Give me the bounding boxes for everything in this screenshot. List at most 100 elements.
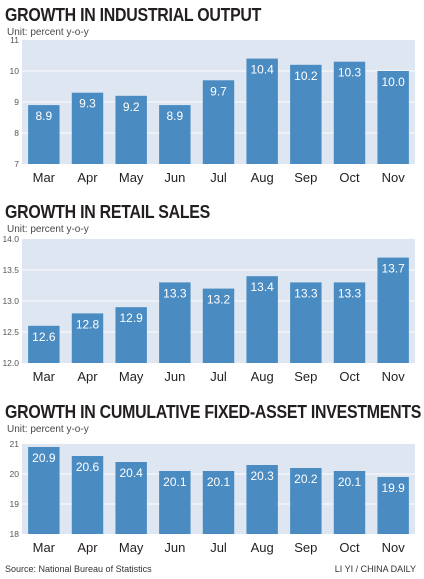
x-tick-label: Aug	[251, 369, 274, 384]
x-tick-label: Nov	[382, 369, 406, 384]
data-label: 20.2	[294, 472, 318, 486]
bar	[159, 105, 191, 164]
data-label: 13.7	[381, 262, 405, 276]
bar	[202, 288, 235, 363]
x-tick-label: Apr	[77, 540, 98, 555]
data-label: 13.2	[207, 293, 231, 307]
x-tick-label: Mar	[33, 369, 56, 384]
chart-plot: 7 8 9 10 11 8.9 Mar 9.3 Apr 9.2 May 8.9 Jun 9.7 Jul 10.…	[10, 35, 415, 185]
bar	[290, 64, 322, 164]
bar	[202, 471, 235, 534]
bar	[333, 471, 366, 534]
data-label: 9.2	[123, 100, 140, 114]
y-tick-label: 21	[10, 439, 20, 449]
y-tick-label: 20	[10, 469, 20, 479]
source-note: Source: National Bureau of Statistics	[5, 564, 152, 574]
bar	[246, 58, 278, 164]
chart-industrial-output: GROWTH IN INDUSTRIAL OUTPUT Unit: percen…	[0, 4, 424, 194]
bar	[290, 282, 322, 363]
x-tick-label: Mar	[33, 170, 56, 185]
chart-retail-sales: GROWTH IN RETAIL SALES Unit: percent y-o…	[0, 201, 424, 391]
y-tick-label: 8	[14, 128, 19, 138]
y-tick-label: 10	[10, 66, 20, 76]
data-label: 13.4	[250, 280, 274, 294]
data-label: 8.9	[35, 109, 52, 123]
data-label: 13.3	[163, 286, 187, 300]
x-tick-label: Nov	[382, 540, 406, 555]
bar	[333, 61, 366, 165]
x-tick-label: Aug	[251, 540, 274, 555]
chart-plot: 18 19 20 21 20.9 Mar 20.6 Apr 20.4 May 20.1 Jun 20.1…	[10, 439, 415, 555]
data-label: 12.9	[119, 311, 143, 325]
x-tick-label: May	[119, 170, 144, 185]
y-tick-label: 19	[10, 499, 20, 509]
bar	[246, 276, 278, 363]
x-tick-label: Oct	[339, 369, 360, 384]
y-tick-label: 14.0	[2, 234, 19, 244]
x-tick-label: Aug	[251, 170, 274, 185]
credit-note: LI YI / CHINA DAILY	[334, 564, 416, 574]
bar	[71, 456, 104, 534]
bar	[246, 465, 278, 534]
x-tick-label: May	[119, 540, 144, 555]
x-tick-label: Jul	[210, 540, 227, 555]
chart-unit: Unit: percent y-o-y	[7, 224, 89, 235]
x-tick-label: Sep	[294, 369, 317, 384]
bar	[290, 468, 322, 534]
data-label: 20.4	[119, 466, 143, 480]
bar	[28, 105, 60, 164]
y-tick-label: 13.5	[2, 265, 19, 275]
x-tick-label: Apr	[77, 369, 98, 384]
y-tick-label: 13.0	[2, 296, 19, 306]
data-label: 12.6	[32, 330, 56, 344]
bar	[115, 307, 147, 363]
chart-unit: Unit: percent y-o-y	[7, 424, 89, 435]
data-label: 20.3	[250, 469, 274, 483]
x-tick-label: Jul	[210, 369, 227, 384]
y-tick-label: 9	[14, 97, 19, 107]
chart-unit: Unit: percent y-o-y	[7, 27, 89, 38]
bar	[71, 313, 104, 363]
data-label: 20.9	[32, 451, 56, 465]
bar	[377, 477, 409, 534]
y-tick-label: 7	[14, 159, 19, 169]
bar	[28, 447, 60, 534]
x-tick-label: Oct	[339, 170, 360, 185]
data-label: 20.1	[207, 475, 231, 489]
data-label: 13.3	[294, 286, 318, 300]
chart-title: GROWTH IN RETAIL SALES	[5, 201, 210, 222]
chart-title: GROWTH IN CUMULATIVE FIXED-ASSET INVESTM…	[5, 401, 422, 422]
bar	[115, 95, 147, 164]
x-tick-label: Mar	[33, 540, 56, 555]
data-label: 13.3	[338, 286, 362, 300]
data-label: 10.0	[381, 75, 405, 89]
x-tick-label: Jun	[164, 540, 185, 555]
x-tick-label: Jul	[210, 170, 227, 185]
data-label: 9.7	[210, 84, 227, 98]
x-tick-label: Sep	[294, 540, 317, 555]
data-label: 10.3	[338, 66, 362, 80]
data-label: 10.2	[294, 69, 318, 83]
x-tick-label: Oct	[339, 540, 360, 555]
bar	[333, 282, 366, 363]
x-tick-label: Sep	[294, 170, 317, 185]
x-tick-label: Jun	[164, 170, 185, 185]
data-label: 19.9	[381, 481, 405, 495]
bar	[71, 92, 104, 164]
chart-plot: 12.0 12.5 13.0 13.5 14.0 12.6 Mar 12.8 Apr 12.9 Ma…	[2, 234, 415, 384]
bar	[159, 282, 191, 363]
bar	[377, 257, 409, 363]
x-tick-label: Apr	[77, 170, 98, 185]
bar	[377, 71, 409, 164]
x-tick-label: Jun	[164, 369, 185, 384]
data-label: 9.3	[79, 97, 96, 111]
data-label: 20.1	[163, 475, 187, 489]
data-label: 20.1	[338, 475, 362, 489]
bar	[159, 471, 191, 534]
data-label: 10.4	[250, 63, 274, 77]
y-tick-label: 12.0	[2, 358, 19, 368]
bar	[202, 80, 235, 164]
x-tick-label: Nov	[382, 170, 406, 185]
chart-title: GROWTH IN INDUSTRIAL OUTPUT	[5, 4, 262, 25]
bar	[115, 462, 147, 534]
